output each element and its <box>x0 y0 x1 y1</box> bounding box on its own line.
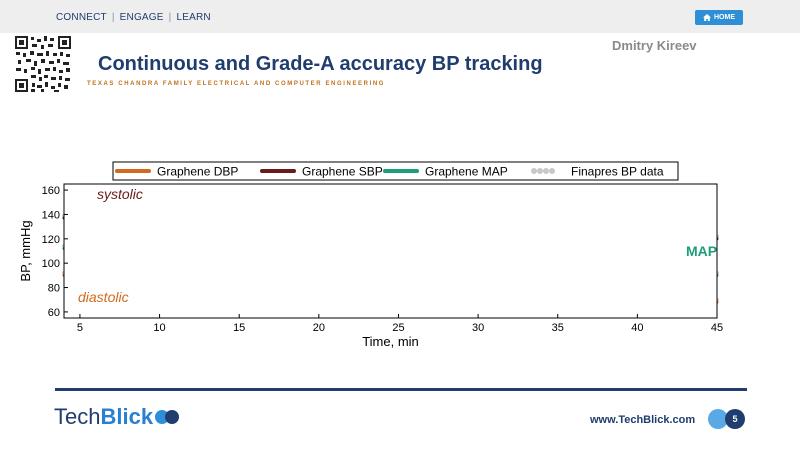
legend-label: Finapres BP data <box>571 165 664 179</box>
home-button[interactable]: HOME <box>695 10 743 25</box>
axes-group: 5 10 15 20 25 30 35 40 45 60 80 100 120 140 160 <box>42 183 723 334</box>
legend: Graphene DBP Graphene SBP Graphene MAP Fina… <box>112 161 679 181</box>
map-annotation: MAP <box>686 243 717 259</box>
nav-learn-link[interactable]: LEARN <box>176 12 211 23</box>
nav-connect-link[interactable]: CONNECT <box>56 12 107 23</box>
author-name: Dmitry Kireev <box>612 38 697 53</box>
y-tick-label: 60 <box>48 307 60 319</box>
x-axis-label: Time, min <box>362 334 419 349</box>
page-number-badge: 5 <box>708 409 748 429</box>
nav-separator: | <box>168 12 172 23</box>
y-tick-label: 160 <box>42 185 60 197</box>
footer-divider <box>55 388 747 391</box>
top-nav: CONNECT | ENGAGE | LEARN <box>56 12 211 23</box>
legend-swatch <box>543 168 549 174</box>
x-tick-label: 35 <box>552 322 564 334</box>
logo-text-blick: Blick <box>100 404 154 429</box>
x-tick-label: 5 <box>77 322 83 334</box>
page-badge-circle <box>708 409 728 429</box>
y-tick-label: 100 <box>42 258 60 270</box>
legend-label: Graphene SBP <box>302 165 383 179</box>
diastolic-annotation: diastolic <box>78 289 129 305</box>
page-number: 5 <box>725 409 745 429</box>
nav-separator: | <box>111 12 115 23</box>
legend-label: Graphene MAP <box>425 165 508 179</box>
x-tick-label: 45 <box>711 322 723 334</box>
legend-swatch <box>537 168 543 174</box>
website-link[interactable]: www.TechBlick.com <box>590 414 696 426</box>
bp-chart: 5 10 15 20 25 30 35 40 45 60 80 100 120 140 160 Graphe… <box>18 161 723 349</box>
legend-label: Graphene DBP <box>157 165 238 179</box>
qr-code <box>14 35 72 93</box>
x-tick-label: 25 <box>392 322 404 334</box>
legend-swatch <box>549 168 555 174</box>
plot-frame <box>63 183 718 319</box>
home-button-label: HOME <box>714 14 735 21</box>
x-tick-label: 10 <box>153 322 165 334</box>
x-tick-label: 15 <box>233 322 245 334</box>
top-bar <box>0 0 800 33</box>
x-tick-label: 30 <box>472 322 484 334</box>
x-tick-label: 40 <box>631 322 643 334</box>
y-tick-label: 140 <box>42 209 60 221</box>
legend-swatch <box>531 168 537 174</box>
department-subtitle: TEXAS CHANDRA FAMILY ELECTRICAL AND COMP… <box>87 81 386 87</box>
logo-dots-icon <box>155 408 181 426</box>
page-title: Continuous and Grade-A accuracy BP track… <box>98 53 543 75</box>
y-tick-label: 80 <box>48 283 60 295</box>
techblick-logo: Tech Blick <box>54 404 181 430</box>
systolic-annotation: systolic <box>97 186 143 202</box>
home-icon <box>703 14 711 21</box>
logo-text-tech: Tech <box>54 404 101 429</box>
y-axis-label: BP, mmHg <box>18 220 33 281</box>
y-tick-label: 120 <box>42 234 60 246</box>
x-tick-label: 20 <box>313 322 325 334</box>
nav-engage-link[interactable]: ENGAGE <box>119 12 164 23</box>
